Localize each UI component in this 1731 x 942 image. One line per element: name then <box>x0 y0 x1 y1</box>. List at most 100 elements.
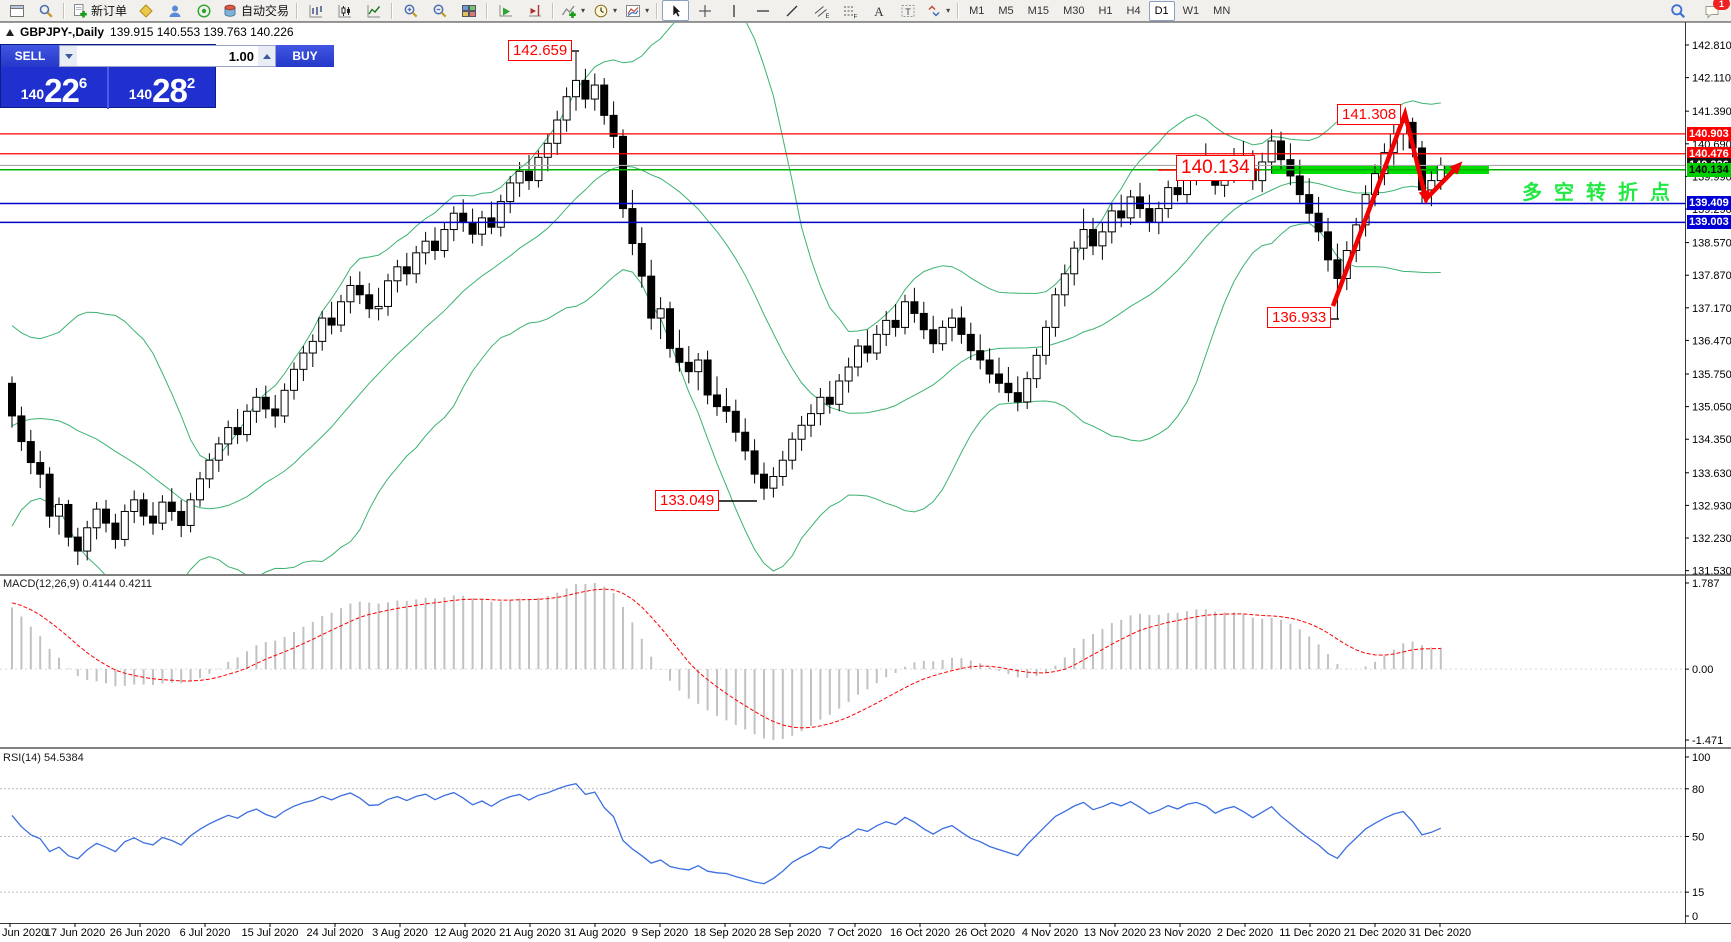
bar-chart-button[interactable] <box>302 0 329 21</box>
chevron-down-icon: ▾ <box>946 6 951 15</box>
indicators-button[interactable]: ▾ <box>558 0 588 21</box>
candle-body <box>816 396 825 415</box>
svg-text:4 Nov 2020: 4 Nov 2020 <box>1022 927 1078 939</box>
svg-text:138.570: 138.570 <box>1692 238 1731 250</box>
candle-body <box>374 305 383 310</box>
buy-button[interactable]: BUY <box>276 45 334 67</box>
periods-button[interactable]: ▾ <box>590 0 620 21</box>
arrows-icon <box>928 4 940 17</box>
new-order-button[interactable]: 新订单 <box>69 0 130 21</box>
volume-decrease-button[interactable] <box>60 46 77 66</box>
candle-body <box>92 508 101 529</box>
candle-body <box>1098 231 1107 247</box>
main-price-pane[interactable] <box>0 0 1685 601</box>
toolbar-separator <box>552 2 555 19</box>
timeframe-h4-button[interactable]: H4 <box>1126 4 1141 17</box>
auto-scroll-button[interactable] <box>492 0 519 21</box>
volume-increase-button[interactable] <box>258 46 275 66</box>
search-button[interactable] <box>1664 0 1691 21</box>
horizontal-line-button[interactable] <box>749 0 776 21</box>
clock-icon <box>594 4 608 17</box>
arrows-button[interactable]: ▾ <box>923 0 953 21</box>
metaeditor-button[interactable] <box>132 0 159 21</box>
candle-body <box>167 501 176 512</box>
svg-text:136.470: 136.470 <box>1692 335 1731 347</box>
candlestick-chart-button[interactable] <box>331 0 358 21</box>
vertical-line-button[interactable] <box>720 0 747 21</box>
timeframe-m1-button[interactable]: M1 <box>969 4 985 17</box>
sell-button[interactable]: SELL <box>1 45 59 67</box>
tline-icon <box>786 5 798 16</box>
candle-body <box>703 359 712 396</box>
candle-body <box>609 114 618 137</box>
timeframe-h1-button[interactable]: H1 <box>1098 4 1113 17</box>
candle-body <box>891 319 900 328</box>
candle-body <box>1324 231 1332 261</box>
label-button[interactable]: T <box>894 0 921 21</box>
candle-body <box>1042 326 1050 356</box>
accounts-button[interactable] <box>161 0 188 21</box>
timeframe-m30-button[interactable]: M30 <box>1063 4 1085 17</box>
svg-text:A: A <box>874 4 884 19</box>
candle-body <box>83 527 92 552</box>
candle-body <box>910 301 919 314</box>
chart-shift-button[interactable] <box>521 0 548 21</box>
svg-text:137.170: 137.170 <box>1692 303 1731 315</box>
zoomin-icon <box>404 4 417 17</box>
rsi-pane[interactable] <box>0 782 1685 893</box>
candle-body <box>666 308 674 349</box>
new-chart-button[interactable] <box>3 0 30 21</box>
candle-body <box>1070 247 1079 275</box>
notifications-button[interactable]: 1 <box>1698 0 1730 21</box>
toolbar-separator <box>656 2 659 19</box>
candle-body <box>506 182 515 203</box>
fibonacci-button[interactable]: F <box>836 0 863 21</box>
svg-text:E: E <box>825 13 829 19</box>
macd-pane[interactable] <box>0 583 1685 741</box>
autotrading-button[interactable]: 自动交易 <box>219 0 292 21</box>
timeframe-w1-button[interactable]: W1 <box>1182 4 1200 17</box>
templates-button[interactable]: ▾ <box>622 0 652 21</box>
line-chart-button[interactable] <box>360 0 387 21</box>
zoom-out-button[interactable] <box>426 0 453 21</box>
new-order-button-label: 新订单 <box>91 4 128 18</box>
vline-icon <box>732 4 735 17</box>
svg-text:137.870: 137.870 <box>1692 270 1731 282</box>
crosshair-button[interactable] <box>691 0 718 21</box>
buy-price-display[interactable]: 140 28 2 <box>109 67 215 109</box>
timeframe-m15-button[interactable]: M15 <box>1027 4 1050 17</box>
trendline-button[interactable] <box>778 0 805 21</box>
profiles-button[interactable] <box>32 0 59 21</box>
timeframe-d1-button[interactable]: D1 <box>1148 0 1175 21</box>
timeframe-m5-button[interactable]: M5 <box>998 4 1014 17</box>
buy-price-big: 28 <box>152 72 188 109</box>
price-tag-139409: 139.409 <box>1687 196 1731 211</box>
candle-body <box>384 280 392 307</box>
candle-body <box>280 389 289 417</box>
svg-text:17 Jun 2020: 17 Jun 2020 <box>45 927 106 939</box>
candle-body <box>985 359 994 375</box>
candle-body <box>525 170 533 182</box>
svg-text:2 Dec 2020: 2 Dec 2020 <box>1217 927 1273 939</box>
cursor-button[interactable] <box>662 0 690 21</box>
svg-text:9 Sep 2020: 9 Sep 2020 <box>632 927 688 939</box>
candle-body <box>346 284 355 303</box>
candle-body <box>778 459 787 478</box>
person-icon <box>169 5 181 17</box>
text-button[interactable]: A <box>865 0 892 21</box>
tile-windows-button[interactable] <box>455 0 482 21</box>
channel-button[interactable]: E <box>807 0 834 21</box>
svg-text:132.230: 132.230 <box>1692 533 1731 545</box>
candle-body <box>243 410 251 436</box>
zoom-in-button[interactable] <box>397 0 424 21</box>
svg-text:F: F <box>853 13 857 19</box>
candle-body <box>205 459 214 480</box>
candle-body <box>1107 210 1116 233</box>
candle-body <box>976 350 985 361</box>
timeframe-mn-button[interactable]: MN <box>1213 4 1231 17</box>
candle-body <box>995 373 1003 384</box>
sell-price-display[interactable]: 140 22 6 <box>1 67 109 109</box>
volume-input[interactable] <box>77 46 258 66</box>
news-button[interactable] <box>190 0 217 21</box>
